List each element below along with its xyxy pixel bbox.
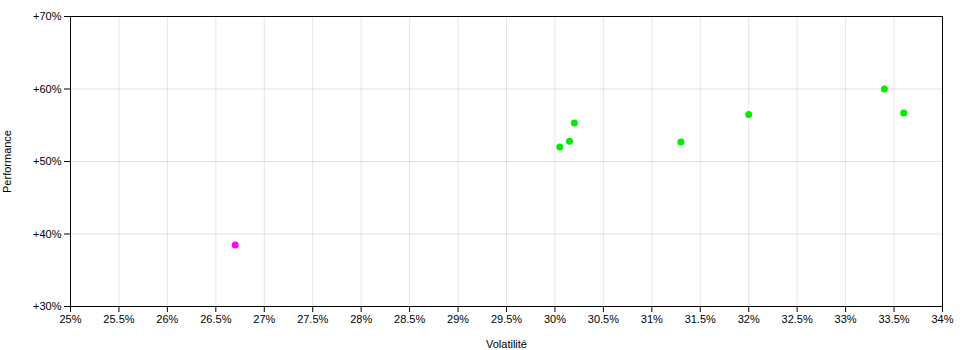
svg-text:34%: 34% [931,313,953,325]
svg-text:30%: 30% [544,313,566,325]
svg-text:Performance: Performance [1,130,13,193]
svg-text:29.5%: 29.5% [491,313,522,325]
svg-text:+50%: +50% [33,155,62,167]
svg-text:31%: 31% [641,313,663,325]
svg-text:27%: 27% [253,313,275,325]
svg-text:32%: 32% [738,313,760,325]
svg-text:25.5%: 25.5% [103,313,134,325]
svg-text:+60%: +60% [33,83,62,95]
svg-text:29%: 29% [447,313,469,325]
svg-text:31.5%: 31.5% [685,313,716,325]
svg-text:25%: 25% [59,313,81,325]
svg-text:30.5%: 30.5% [588,313,619,325]
svg-text:+30%: +30% [33,300,62,312]
svg-text:26%: 26% [156,313,178,325]
svg-text:28%: 28% [350,313,372,325]
svg-text:33.5%: 33.5% [878,313,909,325]
svg-text:+70%: +70% [33,10,62,22]
svg-text:+40%: +40% [33,228,62,240]
svg-text:32.5%: 32.5% [782,313,813,325]
svg-text:28.5%: 28.5% [394,313,425,325]
svg-text:26.5%: 26.5% [200,313,231,325]
svg-text:27.5%: 27.5% [297,313,328,325]
svg-text:33%: 33% [835,313,857,325]
svg-text:Volatilité: Volatilité [486,338,527,350]
